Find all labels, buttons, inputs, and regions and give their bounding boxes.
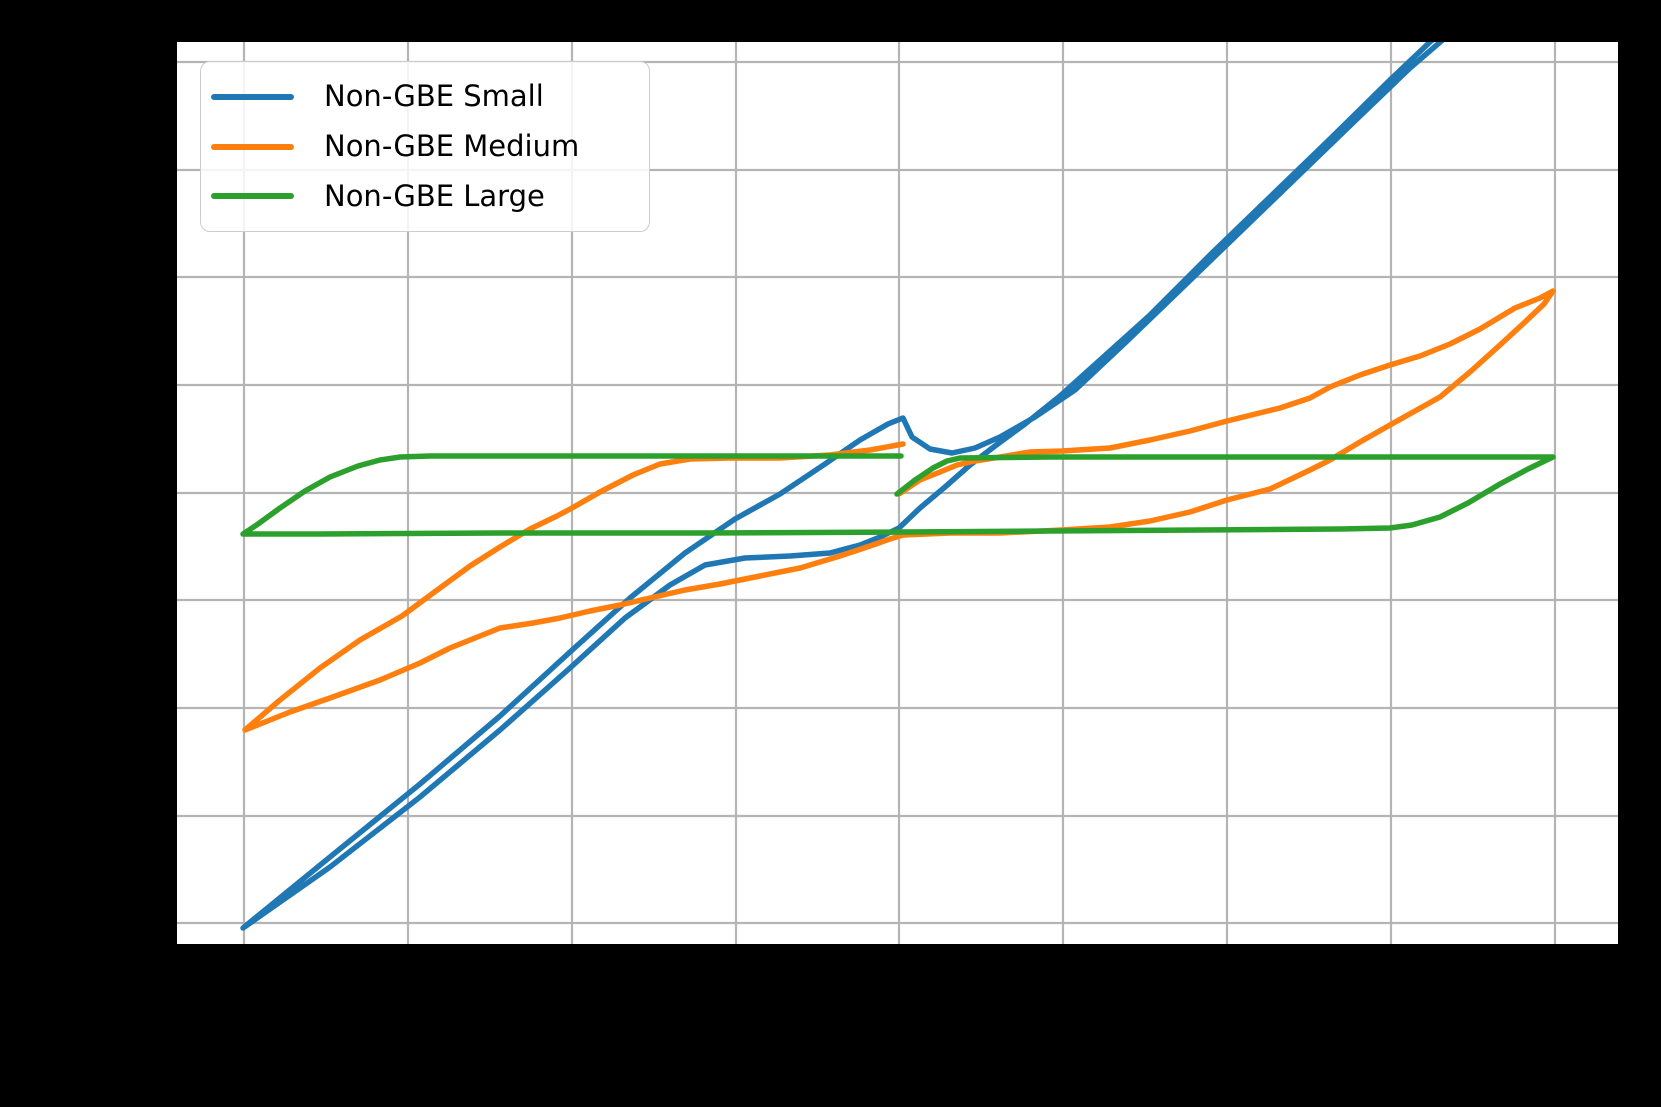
legend-line-swatch-icon <box>211 193 294 200</box>
legend-label: Non-GBE Medium <box>324 129 580 163</box>
legend: Non-GBE Small Non-GBE Medium Non-GBE Lar… <box>200 61 650 232</box>
legend-line-swatch-icon <box>211 143 294 150</box>
series-lines <box>240 42 1556 931</box>
legend-label: Non-GBE Small <box>324 79 544 114</box>
legend-item-non-gbe-medium: Non-GBE Medium <box>211 122 625 172</box>
series-line-non-gbe-small <box>240 42 1445 931</box>
legend-item-non-gbe-large: Non-GBE Large <box>211 171 625 221</box>
legend-line-swatch-icon <box>211 93 294 100</box>
legend-item-non-gbe-small: Non-GBE Small <box>211 72 625 122</box>
legend-label: Non-GBE Large <box>324 178 545 213</box>
series-line-non-gbe-large <box>240 453 1556 537</box>
